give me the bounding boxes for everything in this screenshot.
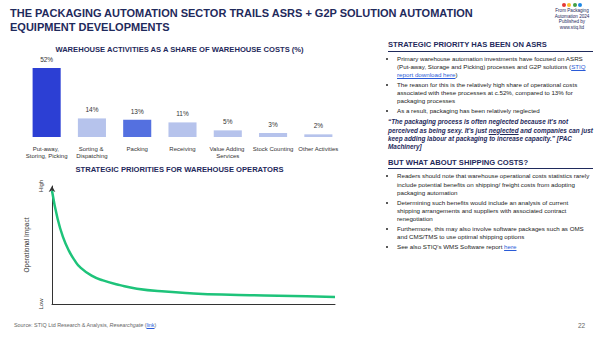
- svg-text:Sorting &: Sorting &: [79, 146, 105, 152]
- html-text:Furthermore, this may also inv: Furthermore, this may also involve softw…: [397, 224, 584, 240]
- html-text:“The packaging process is ofte: “The packaging process is often neglecte…: [388, 118, 593, 151]
- svg-text:3%: 3%: [268, 121, 278, 128]
- svg-text:Dispatching: Dispatching: [76, 153, 107, 159]
- html-text:BUT WHAT ABOUT SHIPPING COSTS?: BUT WHAT ABOUT SHIPPING COSTS?: [388, 157, 529, 167]
- svg-text:Other Activities: Other Activities: [298, 146, 338, 152]
- svg-text:Storing, Picking: Storing, Picking: [26, 153, 68, 159]
- svg-text:52%: 52%: [40, 56, 53, 63]
- svg-text:Services: Services: [216, 153, 239, 159]
- html-text:The reason for this is the rel: The reason for this is the relatively hi…: [397, 81, 578, 105]
- svg-text:STRATEGIC PRIORITIES FOR WAREH: STRATEGIC PRIORITIES FOR WAREHOUSE OPERA…: [76, 165, 284, 174]
- svg-text:Packing: Packing: [127, 146, 148, 152]
- html-text:22: 22: [578, 322, 586, 329]
- svg-text:11%: 11%: [176, 110, 189, 117]
- svg-text:High: High: [38, 180, 44, 192]
- html-text:Primary warehouse automation i: Primary warehouse automation investments…: [397, 54, 586, 78]
- svg-text:Put-away,: Put-away,: [33, 146, 61, 152]
- html-text:Published by: Published by: [558, 19, 586, 25]
- html-text:Determining such benefits woul: Determining such benefits would include …: [397, 198, 569, 222]
- html-text:From Packaging: From Packaging: [555, 8, 589, 13]
- html-text:www.stiq.ltd: www.stiq.ltd: [559, 25, 585, 31]
- html-text:Automation 2024: Automation 2024: [554, 13, 590, 19]
- html-text:Readers should note that wareh: Readers should note that warehouse opera…: [397, 172, 590, 196]
- svg-text:Low: Low: [38, 298, 44, 310]
- svg-text:13%: 13%: [131, 108, 144, 115]
- svg-text:14%: 14%: [85, 106, 98, 113]
- svg-text:5%: 5%: [223, 118, 233, 125]
- svg-text:WAREHOUSE ACTIVITIES AS A SHAR: WAREHOUSE ACTIVITIES AS A SHARE OF WAREH…: [55, 45, 304, 54]
- svg-text:2%: 2%: [314, 122, 324, 129]
- html-text:As a result, packaging has bee: As a result, packaging has been relative…: [397, 107, 540, 115]
- svg-text:Stock Counting: Stock Counting: [253, 146, 294, 152]
- svg-text:Operational Impact: Operational Impact: [23, 217, 31, 272]
- html-text:Source: STIQ Ltd Research & An: Source: STIQ Ltd Research & Analysis, Re…: [14, 322, 157, 328]
- svg-text:Receiving: Receiving: [169, 146, 195, 152]
- html-text:See also STIQ's WMS Software r: See also STIQ's WMS Software report here: [397, 243, 517, 250]
- html-text:STRATEGIC PRIORITY HAS BEEN ON: STRATEGIC PRIORITY HAS BEEN ON ASRS: [388, 40, 547, 49]
- html-text:THE PACKAGING AUTOMATION SECTO: THE PACKAGING AUTOMATION SECTOR TRAILS A…: [10, 7, 473, 34]
- svg-text:Value Adding: Value Adding: [209, 146, 246, 152]
